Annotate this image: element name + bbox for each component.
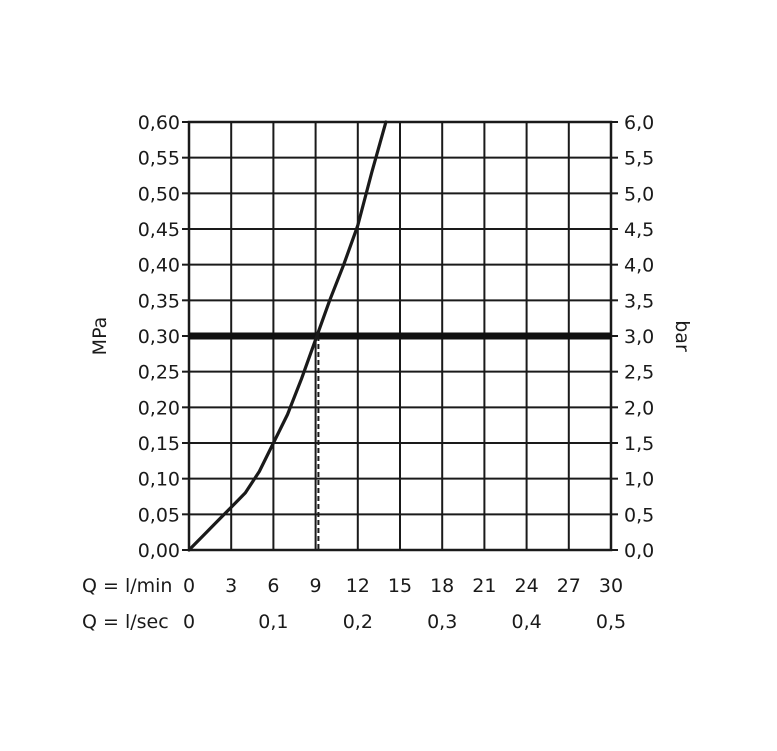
y-axis-label-right: bar — [671, 320, 693, 352]
x-tick-label-lsec: 0,5 — [596, 611, 626, 633]
x-tick-label-lmin: 6 — [267, 575, 279, 597]
x-tick-label-lsec: 0,2 — [343, 611, 373, 633]
y-tick-label-right: 5,0 — [624, 183, 654, 205]
y-tick-label-left: 0,40 — [138, 255, 180, 277]
y-tick-label-left: 0,55 — [138, 148, 180, 170]
x-row-label-lsec: Q = l/sec — [82, 611, 169, 633]
y-tick-label-left: 0,35 — [138, 290, 180, 312]
y-tick-label-left: 0,60 — [138, 112, 180, 134]
y-tick-label-right: 2,0 — [624, 397, 654, 419]
y-ticks-left: 0,00 0,05 0,10 0,15 0,20 0,25 0,30 0,35 0,40 0,45… — [138, 112, 189, 562]
x-tick-label-lmin: 27 — [557, 575, 581, 597]
x-tick-label-lsec: 0,3 — [427, 611, 457, 633]
x-tick-label-lmin: 24 — [515, 575, 539, 597]
x-tick-label-lmin: 3 — [225, 575, 237, 597]
y-tick-label-left: 0,50 — [138, 183, 180, 205]
y-tick-label-right: 0,0 — [624, 540, 654, 562]
x-row-label-lmin: Q = l/min — [82, 575, 172, 597]
y-tick-label-right: 4,5 — [624, 219, 654, 241]
y-tick-label-right: 0,5 — [624, 504, 654, 526]
x-ticks-lmin: 0 3 6 9 12 15 18 21 24 27 30 — [183, 575, 623, 597]
y-tick-label-right: 3,0 — [624, 326, 654, 348]
x-tick-label-lsec: 0,4 — [511, 611, 541, 633]
x-tick-label-lsec: 0,1 — [258, 611, 288, 633]
x-tick-label-lmin: 18 — [430, 575, 454, 597]
y-tick-label-right: 6,0 — [624, 112, 654, 134]
y-tick-label-left: 0,15 — [138, 433, 180, 455]
x-tick-label-lmin: 30 — [599, 575, 623, 597]
x-tick-label-lmin: 12 — [346, 575, 370, 597]
y-tick-label-left: 0,30 — [138, 326, 180, 348]
y-ticks-right: 0,0 0,5 1,0 1,5 2,0 2,5 3,0 3,5 4,0 4,5 5,0 5,5 6,0 — [611, 112, 654, 562]
y-tick-label-right: 1,5 — [624, 433, 654, 455]
x-tick-label-lmin: 15 — [388, 575, 412, 597]
y-tick-label-right: 4,0 — [624, 255, 654, 277]
y-tick-label-left: 0,20 — [138, 397, 180, 419]
y-tick-label-right: 3,5 — [624, 290, 654, 312]
y-tick-label-right: 1,0 — [624, 469, 654, 491]
y-axis-label-left: MPa — [89, 317, 111, 356]
y-tick-label-right: 2,5 — [624, 362, 654, 384]
x-tick-label-lsec: 0 — [183, 611, 195, 633]
y-tick-label-right: 5,5 — [624, 148, 654, 170]
y-tick-label-left: 0,05 — [138, 504, 180, 526]
x-tick-label-lmin: 21 — [472, 575, 496, 597]
x-ticks-lsec: 0 0,1 0,2 0,3 0,4 0,5 — [183, 611, 626, 633]
y-tick-label-left: 0,25 — [138, 362, 180, 384]
x-tick-label-lmin: 0 — [183, 575, 195, 597]
x-tick-label-lmin: 9 — [310, 575, 322, 597]
y-tick-label-left: 0,00 — [138, 540, 180, 562]
series-line — [187, 120, 388, 552]
y-tick-label-left: 0,45 — [138, 219, 180, 241]
y-tick-label-left: 0,10 — [138, 469, 180, 491]
